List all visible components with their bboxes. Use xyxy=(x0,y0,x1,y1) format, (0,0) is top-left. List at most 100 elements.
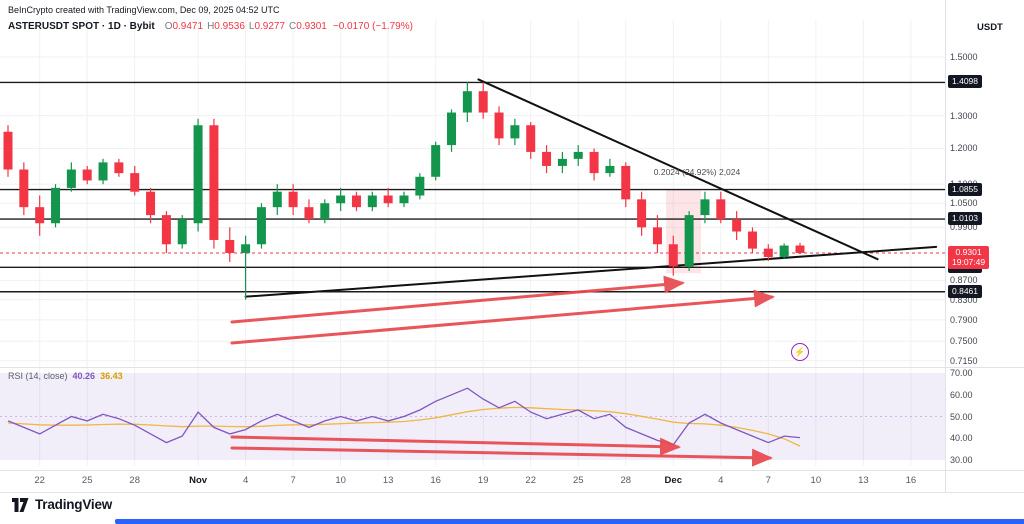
price-trend-arrows xyxy=(230,275,775,345)
candle xyxy=(320,203,330,220)
candle xyxy=(288,191,298,208)
rsi-axis-label: 70.00 xyxy=(950,368,973,378)
candle xyxy=(51,187,61,224)
candle xyxy=(336,195,346,204)
candle xyxy=(478,91,488,113)
price-axis-label: 0.9900 xyxy=(950,222,978,233)
time-axis-label: Dec xyxy=(665,475,682,486)
candle xyxy=(130,173,140,192)
time-axis-label: 22 xyxy=(525,475,536,486)
candle xyxy=(256,207,266,245)
candle xyxy=(193,125,203,224)
rsi-band xyxy=(0,373,945,460)
candle xyxy=(526,125,536,152)
candle xyxy=(98,162,108,181)
time-axis-label: 28 xyxy=(129,475,140,486)
rsi-axis-label: 40.00 xyxy=(950,433,973,444)
candle xyxy=(542,151,552,166)
symbol-title: ASTERUSDT SPOT · 1D · Bybit xyxy=(8,21,155,32)
symbol-info-row: ASTERUSDT SPOT · 1D · Bybit O0.9471 H0.953… xyxy=(8,21,413,32)
bar-countdown: 19:07:49 xyxy=(952,257,986,268)
price-level-badge: 1.0855 xyxy=(948,182,982,196)
candle xyxy=(431,145,441,177)
candle xyxy=(510,125,520,139)
rsi-axis-label: 50.00 xyxy=(950,411,973,422)
candle xyxy=(716,199,726,220)
time-axis-label: 25 xyxy=(82,475,93,486)
candle xyxy=(763,248,773,257)
price-axis-label: 0.7150 xyxy=(950,355,978,366)
change-value: −0.0170 (−1.79%) xyxy=(332,21,413,32)
candle xyxy=(779,245,789,257)
boost-lightning-icon[interactable]: ⚡ xyxy=(791,343,809,361)
rsi-axis-label: 60.00 xyxy=(950,389,973,400)
rsi-axis-label: 30.00 xyxy=(950,455,973,465)
candle xyxy=(462,91,472,113)
trendlines xyxy=(244,78,938,298)
time-axis-label: 13 xyxy=(383,475,394,486)
time-axis-divider xyxy=(0,470,1024,471)
candle xyxy=(415,176,425,196)
candles xyxy=(3,82,805,300)
price-level-badge: 1.0103 xyxy=(948,212,982,226)
close-label: C xyxy=(289,21,297,32)
candle xyxy=(621,165,631,200)
price-level-badge: 1.4098 xyxy=(948,75,982,89)
open-label: O xyxy=(164,21,173,32)
price-axis-label: 0.7500 xyxy=(950,336,978,347)
candle xyxy=(19,169,29,208)
chart-canvas[interactable]: 0.2024 (24.92%) 2,024 22 25 28 Nov 4 7 10 13 16 19… xyxy=(0,0,945,492)
low-value: 0.9277 xyxy=(254,21,286,32)
candle xyxy=(557,158,567,166)
candle xyxy=(272,191,282,208)
pane-divider[interactable] xyxy=(0,367,1024,368)
last-price-badge: 0.9301 19:07:49 xyxy=(948,245,990,269)
rsi-trend-arrows xyxy=(230,435,773,467)
low-label: L xyxy=(248,21,255,32)
quote-currency-label: USDT xyxy=(977,22,1003,33)
time-axis-label: 28 xyxy=(620,475,631,486)
candle xyxy=(351,195,361,208)
candle xyxy=(66,169,76,188)
tradingview-logo[interactable]: TradingView xyxy=(12,497,112,512)
rsi-legend-label: RSI (14, close) xyxy=(8,371,68,381)
time-axis-label: 7 xyxy=(290,475,295,486)
candle xyxy=(82,169,92,181)
tradingview-logo-icon xyxy=(12,497,29,512)
tradingview-logo-text: TradingView xyxy=(35,497,113,512)
candle xyxy=(383,195,393,204)
price-axis[interactable]: 1.50001.30001.20001.10001.05000.99000.87… xyxy=(946,0,1024,492)
rsi-legend: RSI (14, close) 40.26 36.43 xyxy=(8,371,123,381)
candle xyxy=(795,245,805,253)
price-axis-label: 1.0500 xyxy=(950,198,978,209)
rsi-ma-line xyxy=(7,406,801,447)
time-axis-label: 4 xyxy=(243,475,248,486)
price-axis-label: 0.8700 xyxy=(950,275,978,286)
time-axis-label: 7 xyxy=(766,475,771,486)
time-axis-label: 25 xyxy=(573,475,584,486)
candle xyxy=(732,219,742,232)
candle xyxy=(589,151,599,174)
price-axis-label: 1.3000 xyxy=(950,110,978,121)
price-level-badge: 0.8461 xyxy=(948,284,982,298)
candle xyxy=(367,195,377,208)
candle xyxy=(700,199,710,216)
bottom-scrollbar[interactable] xyxy=(115,519,1024,524)
candle xyxy=(177,219,187,245)
support-resistance-lines xyxy=(0,81,945,293)
candle xyxy=(747,231,757,249)
candle xyxy=(225,239,235,253)
price-axis-label: 1.5000 xyxy=(950,52,978,62)
measure-label: 0.2024 (24.92%) 2,024 xyxy=(654,167,741,177)
candle xyxy=(668,244,678,267)
candle xyxy=(146,191,156,216)
price-axis-label: 0.7900 xyxy=(950,314,978,325)
price-axis-label: 0.8300 xyxy=(950,294,978,305)
high-label: H xyxy=(207,21,215,32)
time-axis-labels: 22 25 28 Nov 4 7 10 13 16 19 22 25 28 Dec 4 7 10 13 16 xyxy=(34,475,916,486)
time-axis-label: 19 xyxy=(478,475,489,486)
footer-divider xyxy=(0,492,1024,493)
rsi-ma-value: 36.43 xyxy=(100,371,123,381)
time-axis-label: 16 xyxy=(906,475,917,486)
